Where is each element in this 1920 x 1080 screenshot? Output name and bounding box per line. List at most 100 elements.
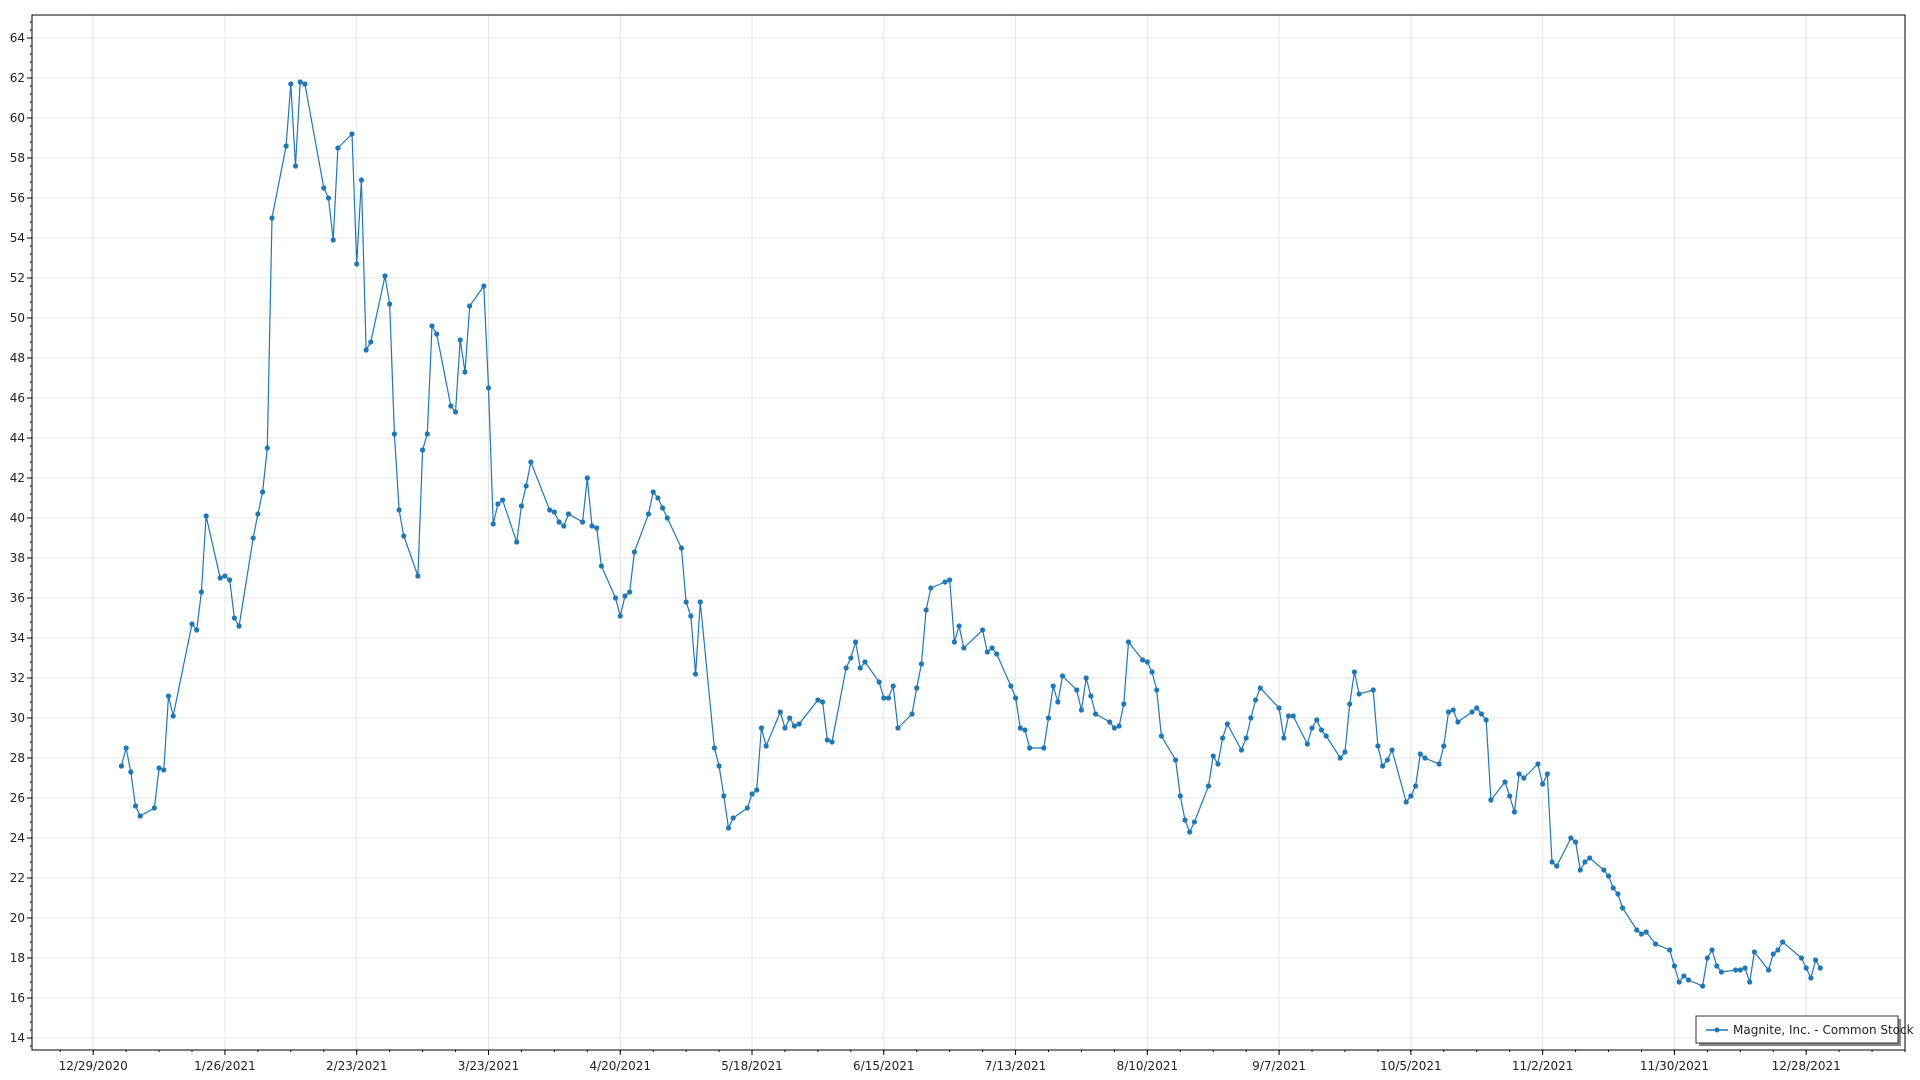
data-point bbox=[448, 403, 454, 409]
data-point bbox=[829, 739, 835, 745]
series-magnite bbox=[118, 79, 1823, 989]
data-point bbox=[1436, 761, 1442, 767]
data-point bbox=[660, 505, 666, 511]
data-point bbox=[330, 237, 336, 243]
y-tick-label: 16 bbox=[10, 991, 25, 1005]
y-tick-label: 50 bbox=[10, 311, 25, 325]
data-point bbox=[137, 813, 143, 819]
data-point bbox=[711, 745, 717, 751]
data-point bbox=[1700, 983, 1706, 989]
data-point bbox=[1549, 859, 1555, 865]
data-point bbox=[1281, 735, 1287, 741]
data-point bbox=[1389, 747, 1395, 753]
data-point bbox=[457, 337, 463, 343]
data-point bbox=[292, 163, 299, 169]
data-point bbox=[598, 563, 605, 569]
data-point bbox=[725, 825, 732, 831]
y-tick-label: 48 bbox=[10, 351, 25, 365]
data-point bbox=[1337, 755, 1343, 761]
data-point bbox=[222, 573, 228, 579]
data-point bbox=[485, 385, 492, 391]
data-point bbox=[1554, 863, 1560, 869]
x-axis: 12/29/2020 1/26/2021 2/23/2021 3/23/2021 4/2… bbox=[59, 1050, 1906, 1073]
data-point bbox=[655, 495, 661, 501]
data-point bbox=[1285, 713, 1292, 719]
data-point bbox=[151, 805, 157, 811]
data-point bbox=[895, 725, 901, 731]
y-tick-label: 14 bbox=[10, 1031, 25, 1045]
data-point bbox=[885, 695, 892, 701]
plot-frame bbox=[31, 14, 1906, 1051]
data-point bbox=[1041, 745, 1047, 751]
data-point bbox=[1158, 733, 1165, 739]
data-point bbox=[250, 535, 256, 541]
y-tick-label: 60 bbox=[10, 111, 25, 125]
data-point bbox=[1681, 973, 1687, 979]
data-point bbox=[1078, 707, 1085, 713]
data-point bbox=[123, 745, 129, 751]
data-point bbox=[1652, 941, 1659, 947]
data-point bbox=[1403, 799, 1409, 805]
data-point bbox=[1765, 967, 1772, 973]
data-point bbox=[1474, 705, 1480, 711]
data-point bbox=[1050, 683, 1056, 689]
data-point bbox=[1356, 691, 1362, 697]
data-point bbox=[565, 511, 572, 517]
y-tick-label: 42 bbox=[10, 471, 25, 485]
y-tick-label: 62 bbox=[10, 71, 25, 85]
data-point bbox=[1309, 725, 1315, 731]
data-point bbox=[500, 497, 506, 503]
data-point bbox=[1384, 757, 1390, 763]
data-point bbox=[664, 515, 670, 521]
data-point bbox=[961, 645, 967, 651]
data-point bbox=[264, 445, 270, 451]
data-point bbox=[857, 665, 863, 671]
data-point bbox=[791, 723, 797, 729]
data-point bbox=[749, 791, 755, 797]
legend-label: Magnite, Inc. - Common Stock bbox=[1733, 1023, 1914, 1037]
data-point bbox=[914, 685, 920, 691]
legend: Magnite, Inc. - Common Stock bbox=[1695, 1015, 1914, 1046]
data-point bbox=[1643, 929, 1649, 935]
data-point bbox=[1248, 715, 1254, 721]
data-point bbox=[1714, 963, 1720, 969]
data-point bbox=[631, 549, 637, 555]
data-point bbox=[942, 579, 948, 585]
data-point bbox=[744, 805, 750, 811]
data-point bbox=[1516, 771, 1522, 777]
data-point bbox=[1521, 775, 1527, 781]
data-point bbox=[1318, 727, 1325, 733]
data-point bbox=[1577, 867, 1583, 873]
data-point bbox=[514, 539, 520, 545]
data-point bbox=[321, 185, 327, 191]
data-point bbox=[1210, 753, 1216, 759]
data-point bbox=[1215, 761, 1221, 767]
data-point bbox=[302, 81, 308, 87]
data-point bbox=[1709, 947, 1715, 953]
data-point bbox=[1502, 779, 1508, 785]
data-point bbox=[1610, 885, 1616, 891]
data-point bbox=[1488, 797, 1494, 803]
data-point bbox=[1140, 657, 1146, 663]
data-point bbox=[1412, 783, 1419, 789]
data-point bbox=[1775, 947, 1781, 953]
data-point bbox=[1351, 669, 1357, 675]
data-point bbox=[1380, 763, 1386, 769]
x-tick-label: 6/15/2021 bbox=[853, 1059, 915, 1073]
data-point bbox=[429, 323, 435, 329]
data-point bbox=[528, 459, 534, 465]
y-tick-label: 30 bbox=[10, 711, 25, 725]
data-point bbox=[678, 545, 685, 551]
data-point bbox=[622, 593, 628, 599]
y-tick-label: 46 bbox=[10, 391, 25, 405]
data-point bbox=[1582, 859, 1588, 865]
data-point bbox=[1276, 705, 1282, 711]
data-point bbox=[1803, 965, 1809, 971]
data-point bbox=[876, 679, 882, 685]
data-point bbox=[269, 215, 275, 221]
data-point bbox=[1511, 809, 1517, 815]
data-point bbox=[852, 639, 859, 645]
data-point bbox=[118, 763, 125, 769]
data-point bbox=[716, 763, 722, 769]
data-point bbox=[415, 573, 421, 579]
